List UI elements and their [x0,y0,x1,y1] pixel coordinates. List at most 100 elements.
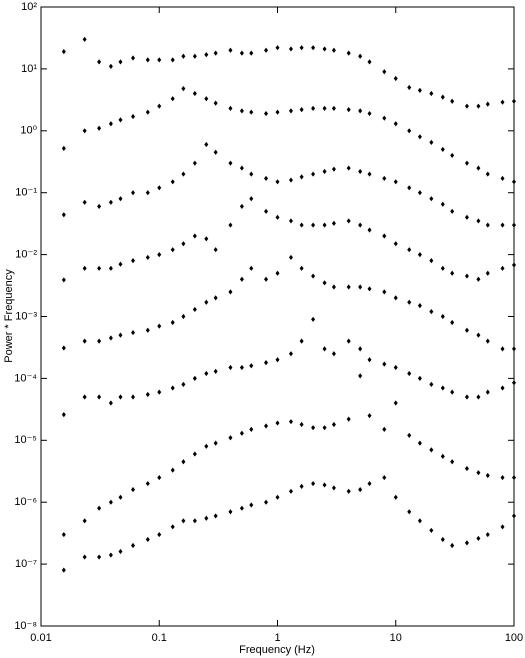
data-point [407,370,412,377]
data-point [331,351,336,357]
data-point [249,50,254,56]
x-axis-label: Frequency (Hz) [239,644,315,656]
data-point [500,346,505,352]
data-point [275,109,280,115]
data-point [512,513,516,519]
data-point [288,254,293,261]
data-point [192,306,197,313]
data-point [181,171,186,177]
data-point [512,222,516,228]
data-point [500,175,505,182]
data-point [97,505,102,511]
data-point [311,480,316,487]
data-point [264,276,269,282]
data-point [157,389,162,395]
data-point [429,139,434,145]
data-point [275,214,280,220]
data-point [311,316,316,322]
data-point [213,149,218,155]
data-point [131,55,136,61]
data-point [204,141,209,148]
data-point [61,567,66,573]
data-point [299,222,304,228]
data-point [485,389,490,395]
data-point [97,59,102,65]
x-tick-label: 10 [390,632,402,644]
data-point [358,168,363,175]
data-point [108,265,113,271]
data-point [393,400,398,406]
data-point [407,432,412,438]
data-point [322,105,327,112]
data-point [131,113,136,120]
data-point [61,345,66,351]
data-point [118,394,123,400]
data-point [512,346,516,352]
data-point [450,98,455,104]
data-point [108,63,113,69]
data-point [97,203,102,210]
data-point [299,265,304,271]
data-point [407,509,412,515]
data-point [192,233,197,239]
data-point [181,381,186,387]
data-point [322,222,327,228]
data-point [358,486,363,493]
data-point [157,103,162,109]
data-point [288,218,293,224]
data-point [275,270,280,276]
x-tick-label: 0.01 [30,632,51,644]
data-point [213,513,218,519]
data-point [288,46,293,52]
data-point [213,50,218,56]
data-point [500,222,505,228]
data-point [118,261,123,267]
data-point [170,319,175,326]
data-point [288,177,293,183]
y-tick-label: 10¹ [21,63,37,75]
data-point [476,165,481,171]
data-point [82,394,87,400]
data-point [464,160,469,166]
data-point [485,270,490,276]
data-point [512,179,516,185]
data-point [204,299,209,305]
data-point [275,45,280,51]
data-point [358,108,363,114]
data-point [275,357,280,363]
data-point [239,108,244,114]
data-point [170,467,175,473]
data-point [249,265,254,271]
data-point [450,270,455,276]
data-point [476,332,481,338]
data-point [417,302,422,309]
data-point [82,36,87,42]
data-point [192,160,197,166]
data-point [464,540,469,546]
data-point [61,49,66,55]
data-point [108,499,113,505]
data-point [393,121,398,127]
data-point [181,518,186,524]
data-point [485,531,490,538]
data-point [145,480,150,487]
y-tick-label: 10⁻³ [15,310,37,322]
data-point [97,394,102,400]
data-point [393,75,398,82]
data-point [157,531,162,538]
data-point [228,105,233,112]
data-point [275,494,280,500]
data-point [108,199,113,205]
data-point [440,146,445,153]
data-point [145,391,150,398]
data-point [322,46,327,52]
data-point [429,308,434,315]
data-point [228,435,233,441]
data-point [213,100,218,106]
data-point [485,101,490,107]
data-point [299,338,304,344]
data-point [429,196,434,202]
data-point [213,295,218,301]
data-point [311,105,316,112]
data-point [407,128,412,134]
